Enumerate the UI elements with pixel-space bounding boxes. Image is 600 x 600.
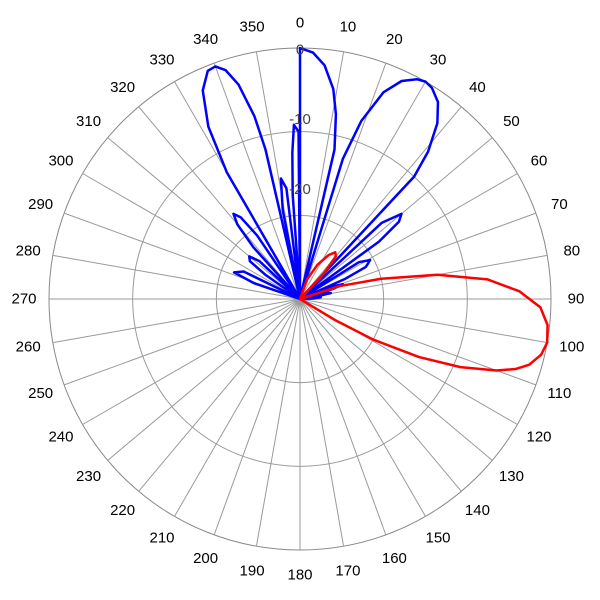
polar-spoke <box>63 298 301 386</box>
angle-tick-label: 90 <box>568 291 585 308</box>
polar-spoke <box>107 137 301 300</box>
angle-tick-label: 300 <box>48 153 73 170</box>
polar-spoke <box>299 298 462 492</box>
angle-tick-label: 50 <box>503 113 520 130</box>
polar-spoke <box>299 298 493 461</box>
series-line-2 <box>298 250 549 372</box>
radial-tick-label: 0 <box>296 42 304 59</box>
polar-spoke <box>213 298 301 536</box>
angle-tick-label: 210 <box>149 530 174 547</box>
polar-spoke <box>213 62 301 300</box>
radial-tick-label: -10 <box>289 111 311 128</box>
angle-tick-label: 10 <box>340 19 357 36</box>
radial-tick-labels: 0 -10 -20 <box>289 42 311 198</box>
polar-spoke <box>299 137 493 300</box>
angle-tick-label: 310 <box>76 113 101 130</box>
angle-tick-label: 100 <box>559 338 584 355</box>
angle-tick-label: 250 <box>28 385 53 402</box>
polar-spoke <box>174 298 301 517</box>
angle-tick-label: 110 <box>547 385 571 402</box>
angle-tick-label: 260 <box>16 338 41 355</box>
angle-tick-label: 320 <box>110 79 135 96</box>
polar-spoke <box>255 298 301 547</box>
polar-spoke <box>138 106 301 300</box>
angle-tick-label: 180 <box>287 567 312 584</box>
polar-spoke <box>82 173 301 300</box>
angle-tick-label: 280 <box>16 243 41 260</box>
angle-tick-label: 290 <box>28 196 53 213</box>
series-line-1 <box>201 46 440 301</box>
angle-tick-label: 20 <box>386 31 403 48</box>
polar-spoke <box>138 298 301 492</box>
polar-spoke <box>299 51 345 300</box>
polar-spoke <box>107 298 301 461</box>
polar-spoke <box>52 254 301 300</box>
angle-tick-label: 150 <box>425 530 450 547</box>
polar-spoke <box>82 298 301 425</box>
angular-tick-labels: 0 10 20 30 40 50 60 70 80 90 100 110 120 130 140 150 160… <box>11 15 584 584</box>
polar-spoke <box>299 298 387 536</box>
angle-tick-label: 220 <box>110 502 135 519</box>
angle-tick-label: 350 <box>240 19 265 36</box>
angle-tick-label: 120 <box>527 429 552 446</box>
angle-tick-label: 140 <box>465 502 490 519</box>
angle-tick-label: 170 <box>335 562 360 579</box>
polar-spoke <box>52 298 301 344</box>
angle-tick-label: 190 <box>240 562 265 579</box>
polar-spoke <box>299 298 548 344</box>
polar-spoke <box>299 254 548 300</box>
polar-spoke <box>299 298 426 517</box>
angle-tick-label: 130 <box>499 468 524 485</box>
angle-tick-label: 240 <box>48 429 73 446</box>
angle-tick-label: 70 <box>551 196 568 213</box>
angle-tick-label: 80 <box>563 243 580 260</box>
angle-tick-label: 60 <box>531 153 548 170</box>
polar-spoke <box>299 62 387 300</box>
angle-tick-label: 230 <box>76 468 101 485</box>
radial-tick-label: -20 <box>289 181 311 198</box>
polar-spoke <box>299 173 518 300</box>
angle-tick-label: 160 <box>382 550 407 567</box>
angle-tick-label: 30 <box>430 51 447 68</box>
polar-spoke <box>299 298 345 547</box>
angle-tick-label: 330 <box>149 51 174 68</box>
angle-tick-label: 200 <box>193 550 218 567</box>
angle-tick-label: 340 <box>193 31 218 48</box>
angle-tick-label: 270 <box>11 291 36 308</box>
angle-tick-label: 40 <box>469 79 486 96</box>
angle-tick-label: 0 <box>296 15 304 32</box>
